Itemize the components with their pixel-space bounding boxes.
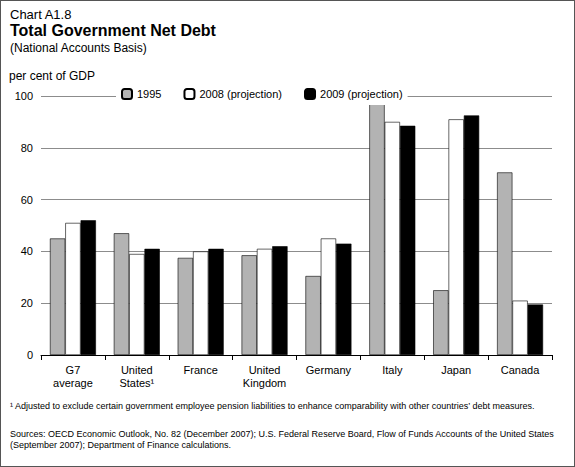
svg-text:Italy: Italy xyxy=(382,364,403,376)
html-text:Sources: OECD Economic Outlook: Sources: OECD Economic Outlook, No. 82 (… xyxy=(10,429,554,450)
svg-text:United: United xyxy=(121,364,153,376)
svg-text:France: France xyxy=(184,364,218,376)
svg-text:2008 (projection): 2008 (projection) xyxy=(199,88,282,100)
svg-text:United: United xyxy=(249,364,281,376)
svg-text:States¹: States¹ xyxy=(119,377,154,389)
svg-text:per cent of GDP: per cent of GDP xyxy=(9,69,95,83)
svg-text:60: 60 xyxy=(21,194,33,206)
svg-text:Germany: Germany xyxy=(306,364,352,376)
html-text:(National Accounts Basis): (National Accounts Basis) xyxy=(10,41,147,55)
svg-text:100: 100 xyxy=(15,90,33,102)
svg-text:Kingdom: Kingdom xyxy=(243,377,286,389)
svg-text:2009 (projection): 2009 (projection) xyxy=(320,88,403,100)
svg-text:0: 0 xyxy=(27,349,33,361)
html-text:Total Government Net Debt: Total Government Net Debt xyxy=(10,22,216,39)
svg-text:20: 20 xyxy=(21,297,33,309)
svg-text:G7: G7 xyxy=(66,364,81,376)
svg-text:Canada: Canada xyxy=(501,364,540,376)
svg-text:40: 40 xyxy=(21,245,33,257)
svg-text:1995: 1995 xyxy=(137,88,161,100)
svg-text:80: 80 xyxy=(21,142,33,154)
svg-text:average: average xyxy=(53,377,93,389)
html-text:Chart A1.8: Chart A1.8 xyxy=(10,7,72,22)
html-text:¹ Adjusted to exclude certain: ¹ Adjusted to exclude certain government… xyxy=(10,401,535,411)
svg-text:Japan: Japan xyxy=(441,364,471,376)
